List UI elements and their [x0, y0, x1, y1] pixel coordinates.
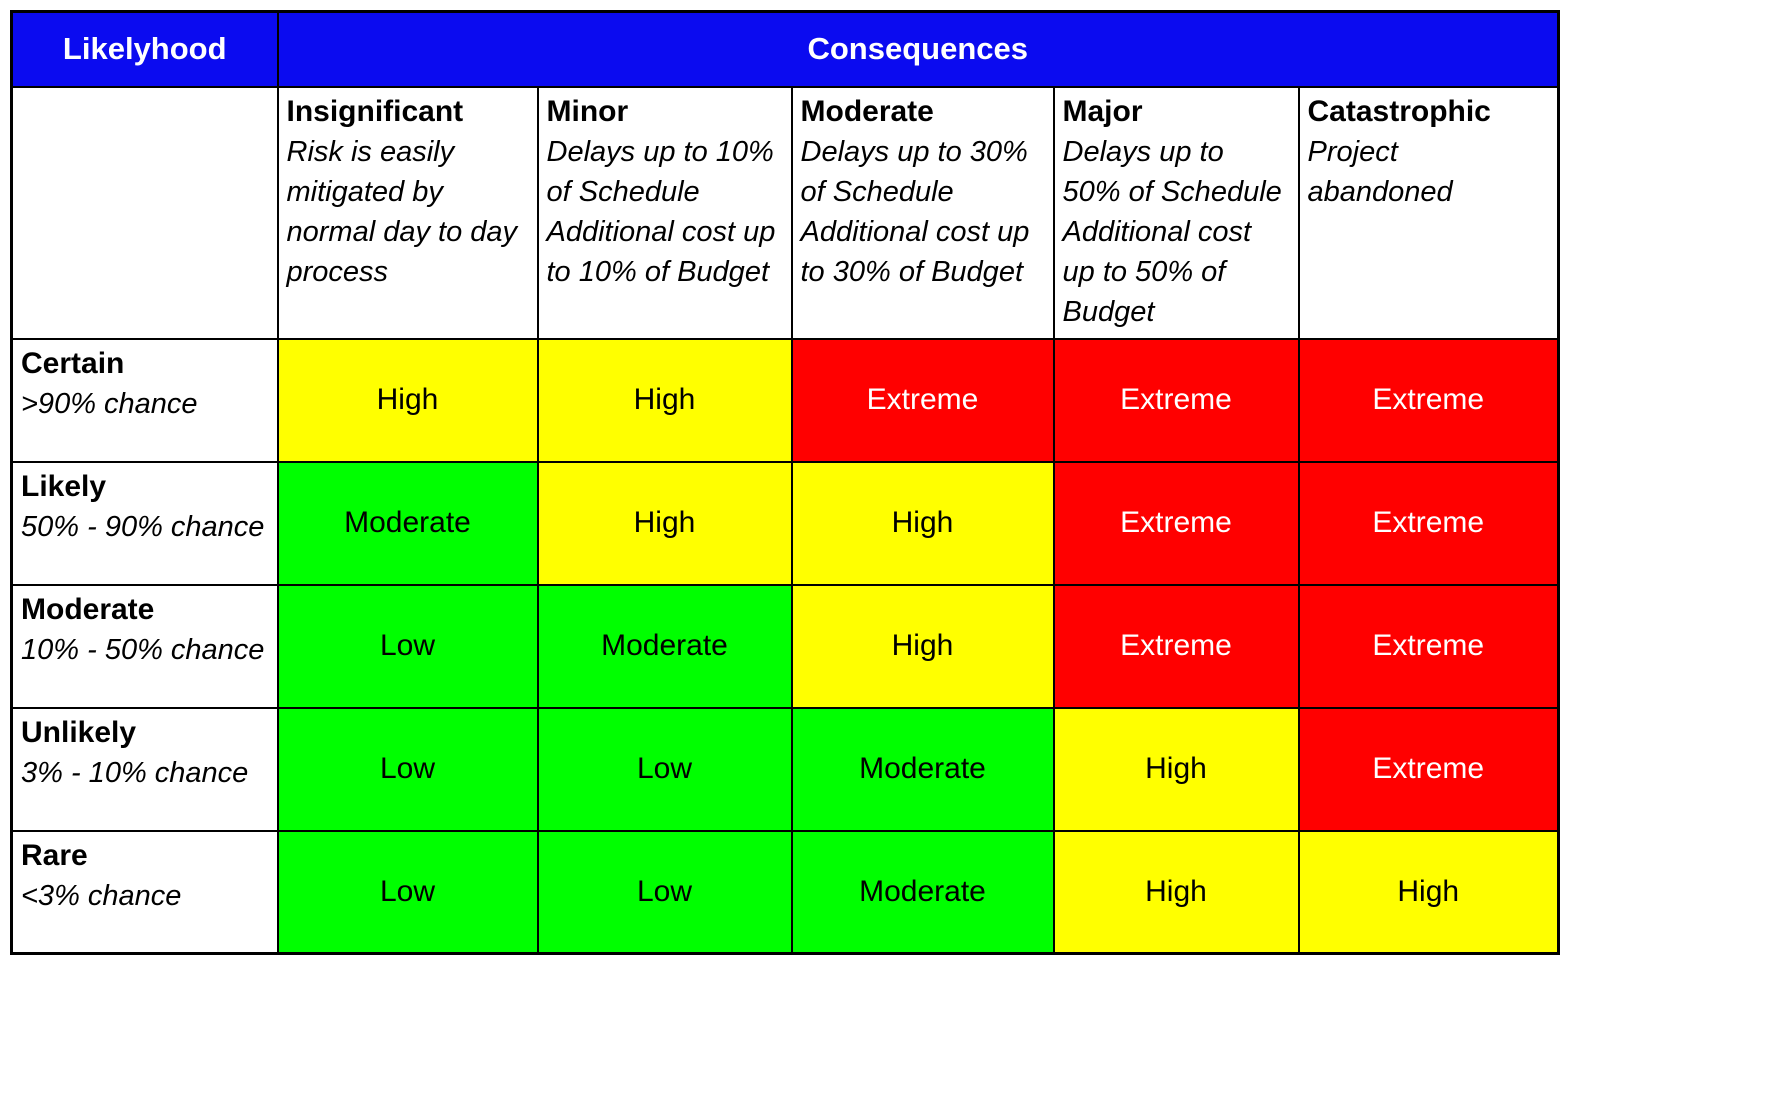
- cell-certain-insignificant: High: [276, 337, 539, 463]
- consequence-description: Additional cost up to 30% of Budget: [800, 216, 1030, 289]
- row-header-rare: Rare <3% chance: [10, 829, 279, 955]
- consequence-definitions-row: Insignificant Risk is easily mitigated b…: [10, 85, 1560, 340]
- cell-rare-minor: Low: [536, 829, 793, 955]
- likelihood-chance: 3% - 10% chance: [21, 757, 249, 789]
- consequence-description: Additional cost up to 10% of Budget: [546, 216, 776, 289]
- cell-unlikely-catastrophic: Extreme: [1297, 706, 1560, 832]
- cell-likely-catastrophic: Extreme: [1297, 460, 1560, 586]
- consequence-description: Delays up to 50% of Schedule: [1062, 136, 1282, 209]
- cell-moderate-minor: Moderate: [536, 583, 793, 709]
- row-likely: Likely 50% - 90% chance Moderate High Hi…: [10, 460, 1560, 586]
- likelihood-chance: >90% chance: [21, 388, 198, 420]
- corner-cell: [10, 85, 279, 340]
- consequences-header: Consequences: [276, 10, 1560, 88]
- likelihood-chance: 50% - 90% chance: [21, 511, 265, 543]
- cell-unlikely-major: High: [1052, 706, 1300, 832]
- likelihood-name: Likely: [21, 469, 107, 503]
- cell-likely-insignificant: Moderate: [276, 460, 539, 586]
- col-header-major: Major Delays up to 50% of Schedule Addit…: [1052, 85, 1300, 340]
- cell-certain-moderate: Extreme: [790, 337, 1055, 463]
- matrix-header-row: Likelyhood Consequences: [10, 10, 1560, 88]
- cell-unlikely-insignificant: Low: [276, 706, 539, 832]
- consequence-name: Insignificant: [286, 94, 464, 128]
- cell-moderate-catastrophic: Extreme: [1297, 583, 1560, 709]
- col-header-catastrophic: Catastrophic Project abandoned: [1297, 85, 1560, 340]
- likelihood-header: Likelyhood: [10, 10, 279, 88]
- row-moderate: Moderate 10% - 50% chance Low Moderate H…: [10, 583, 1560, 709]
- col-header-moderate: Moderate Delays up to 30% of Schedule Ad…: [790, 85, 1055, 340]
- likelihood-name: Rare: [21, 838, 88, 872]
- cell-moderate-major: Extreme: [1052, 583, 1300, 709]
- likelihood-name: Moderate: [21, 592, 155, 626]
- cell-certain-minor: High: [536, 337, 793, 463]
- consequence-description: Additional cost up to 50% of Budget: [1062, 216, 1252, 329]
- consequence-description: Risk is easily mitigated by normal day t…: [286, 136, 518, 289]
- row-header-unlikely: Unlikely 3% - 10% chance: [10, 706, 279, 832]
- cell-unlikely-minor: Low: [536, 706, 793, 832]
- risk-matrix-table: Likelyhood Consequences Insignificant Ri…: [10, 10, 1560, 955]
- row-certain: Certain >90% chance High High Extreme Ex…: [10, 337, 1560, 463]
- consequence-description: Project abandoned: [1307, 136, 1453, 209]
- col-header-insignificant: Insignificant Risk is easily mitigated b…: [276, 85, 539, 340]
- consequence-description: Delays up to 10% of Schedule: [546, 136, 774, 209]
- row-header-moderate: Moderate 10% - 50% chance: [10, 583, 279, 709]
- col-header-minor: Minor Delays up to 10% of Schedule Addit…: [536, 85, 793, 340]
- cell-rare-moderate: Moderate: [790, 829, 1055, 955]
- row-header-likely: Likely 50% - 90% chance: [10, 460, 279, 586]
- cell-certain-major: Extreme: [1052, 337, 1300, 463]
- cell-moderate-insignificant: Low: [276, 583, 539, 709]
- likelihood-chance: 10% - 50% chance: [21, 634, 265, 666]
- cell-moderate-moderate: High: [790, 583, 1055, 709]
- cell-likely-moderate: High: [790, 460, 1055, 586]
- consequence-description: Delays up to 30% of Schedule: [800, 136, 1028, 209]
- cell-unlikely-moderate: Moderate: [790, 706, 1055, 832]
- row-unlikely: Unlikely 3% - 10% chance Low Low Moderat…: [10, 706, 1560, 832]
- cell-likely-major: Extreme: [1052, 460, 1300, 586]
- cell-certain-catastrophic: Extreme: [1297, 337, 1560, 463]
- consequence-name: Catastrophic: [1307, 94, 1491, 128]
- likelihood-name: Unlikely: [21, 715, 137, 749]
- row-rare: Rare <3% chance Low Low Moderate High Hi…: [10, 829, 1560, 955]
- consequence-name: Major: [1062, 94, 1143, 128]
- consequence-name: Minor: [546, 94, 629, 128]
- row-header-certain: Certain >90% chance: [10, 337, 279, 463]
- cell-likely-minor: High: [536, 460, 793, 586]
- likelihood-chance: <3% chance: [21, 880, 182, 912]
- cell-rare-insignificant: Low: [276, 829, 539, 955]
- likelihood-name: Certain: [21, 346, 125, 380]
- cell-rare-catastrophic: High: [1297, 829, 1560, 955]
- consequence-name: Moderate: [800, 94, 934, 128]
- cell-rare-major: High: [1052, 829, 1300, 955]
